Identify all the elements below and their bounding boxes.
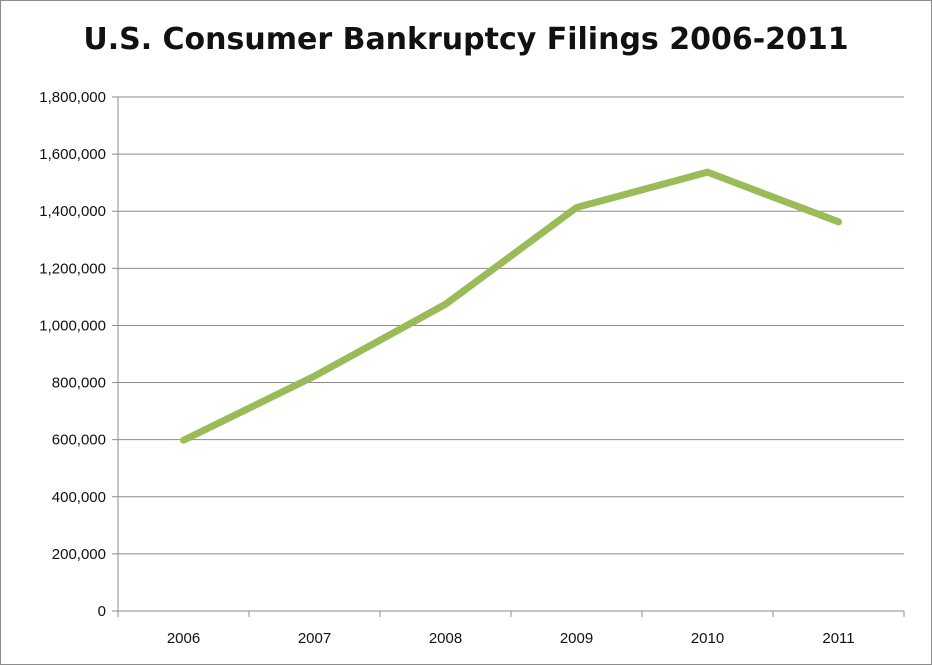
x-axis-tick-labels: 2006 2007 2008 2009 2010 2011: [167, 630, 855, 647]
x-tick-label: 2008: [429, 630, 462, 647]
y-tick-label: 1,400,000: [39, 203, 106, 220]
y-tick-label: 200,000: [52, 546, 106, 563]
x-tick-label: 2009: [560, 630, 593, 647]
gridlines: [118, 96, 904, 555]
y-tick-label: 400,000: [52, 489, 106, 506]
x-tick-label: 2011: [822, 630, 854, 647]
y-tick-label: 800,000: [52, 375, 106, 392]
chart-title: U.S. Consumer Bankruptcy Filings 2006-20…: [83, 22, 849, 57]
y-tick-label: 1,200,000: [39, 260, 106, 277]
x-tick-label: 2010: [691, 630, 724, 647]
y-tick-label: 600,000: [52, 432, 106, 449]
axes: [112, 96, 905, 617]
y-tick-label: 1,000,000: [39, 317, 106, 334]
series-layer: [180, 168, 842, 444]
x-tick-label: 2007: [298, 630, 331, 647]
y-tick-label: 1,600,000: [39, 146, 106, 163]
y-tick-label: 1,800,000: [39, 89, 106, 106]
y-tick-label: 0: [98, 603, 106, 620]
y-axis-tick-labels: 0 200,000 400,000 600,000 800,000 1,000,000 1,…: [39, 89, 106, 620]
x-tick-label: 2006: [167, 630, 200, 647]
series-line: [180, 168, 842, 444]
